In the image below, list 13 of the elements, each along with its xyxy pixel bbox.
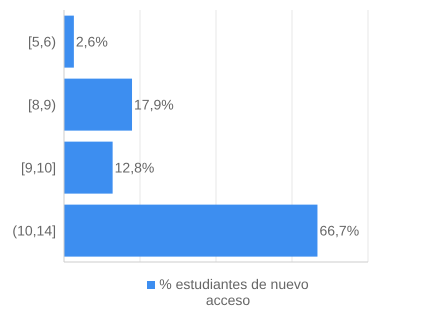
y-tick-label: [9,10]	[20, 159, 56, 176]
data-label: 2,6%	[76, 34, 108, 50]
legend-label: % estudiantes de nuevo acceso	[159, 276, 309, 308]
bar	[64, 204, 318, 257]
y-tick-label: (10,14]	[12, 222, 56, 238]
y-tick-label: [8,9)	[28, 96, 56, 112]
data-label: 17,9%	[134, 96, 174, 113]
data-label: 12,8%	[114, 160, 154, 176]
y-tick-label: [5,6)	[28, 33, 56, 50]
bar	[64, 16, 74, 68]
data-label: 66,7%	[319, 222, 360, 239]
bar	[64, 78, 132, 131]
bar	[64, 142, 113, 194]
